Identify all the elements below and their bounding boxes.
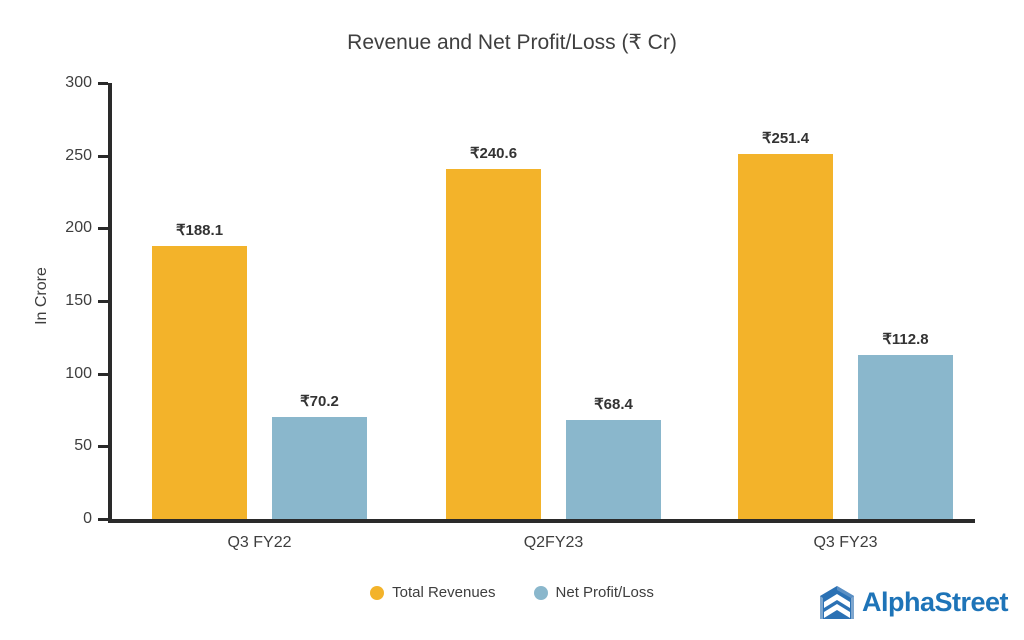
bar-value-label: ₹251.4 (761, 129, 810, 147)
bar-value-label: ₹188.1 (175, 221, 224, 239)
legend: Total Revenues Net Profit/Loss (0, 584, 1024, 601)
bar-value-label: ₹112.8 (882, 331, 929, 349)
alphastreet-logo-text: AlphaStreet (861, 586, 1009, 617)
y-tick-label-200: 200 (65, 219, 92, 237)
bar-column-total-revenues-q3-fy22: ₹188.1 (152, 83, 247, 519)
legend-item-total-revenues: Total Revenues (370, 584, 496, 601)
y-tick-label-250: 250 (65, 146, 92, 164)
chart-title: Revenue and Net Profit/Loss (₹ Cr) (347, 31, 677, 54)
y-tick-label-50: 50 (74, 437, 92, 455)
bar-column-net-profit-loss-q2fy23: ₹68.4 (566, 83, 661, 519)
bar-column-total-revenues-q2fy23: ₹240.6 (446, 83, 541, 519)
legend-label-net-profit-loss: Net Profit/Loss (555, 584, 654, 601)
bar-value-label: ₹70.2 (300, 392, 339, 410)
y-tick-mark-100 (98, 372, 108, 376)
y-tick-mark-150 (98, 300, 108, 303)
bar-column-total-revenues-q3-fy23: ₹251.4 (738, 83, 833, 519)
y-tick-label-150: 150 (65, 292, 92, 309)
legend-swatch-total-revenues (370, 585, 385, 600)
y-tick-mark-250 (98, 154, 108, 158)
y-tick-mark-200 (98, 227, 108, 231)
bar-group-q2fy23: ₹240.6 ₹68.4 (446, 83, 661, 519)
y-tick-mark-0 (98, 518, 108, 521)
bar-group-q3-fy23: ₹251.4 ₹112.8 (738, 83, 953, 519)
y-tick-label-0: 0 (83, 510, 92, 527)
bar-net-profit-loss (858, 355, 953, 519)
bar-value-label: ₹68.4 (594, 395, 633, 413)
legend-swatch-net-profit-loss (533, 585, 548, 600)
plot-area: 0 50 100 150 200 250 300 ₹188.1 ₹70.2 ₹240.6 ₹68.… (65, 74, 975, 527)
y-tick-mark-300 (98, 82, 108, 85)
y-tick-label-100: 100 (65, 364, 92, 382)
y-tick-mark-50 (98, 445, 108, 449)
bar-net-profit-loss (566, 419, 661, 519)
y-tick-label-300: 300 (65, 74, 92, 91)
legend-item-net-profit-loss: Net Profit/Loss (533, 584, 654, 601)
bar-column-net-profit-loss-q3-fy22: ₹70.2 (272, 83, 367, 519)
alphastreet-logo-icon (819, 584, 855, 620)
bar-value-label: ₹240.6 (469, 145, 518, 163)
alphastreet-logo: AlphaStreet (819, 584, 1009, 620)
bar-total-revenues (446, 169, 541, 519)
x-tick-label-q2fy23: Q2FY23 (523, 534, 584, 551)
bar-column-net-profit-loss-q3-fy23: ₹112.8 (858, 83, 953, 519)
x-tick-label-q3-fy23: Q3 FY23 (813, 534, 878, 551)
bar-net-profit-loss (272, 416, 367, 519)
bar-total-revenues (738, 153, 833, 519)
x-tick-label-q3-fy22: Q3 FY22 (227, 534, 292, 551)
legend-label-total-revenues: Total Revenues (392, 584, 496, 601)
bar-total-revenues (152, 245, 247, 519)
bar-group-q3-fy22: ₹188.1 ₹70.2 (152, 83, 367, 519)
